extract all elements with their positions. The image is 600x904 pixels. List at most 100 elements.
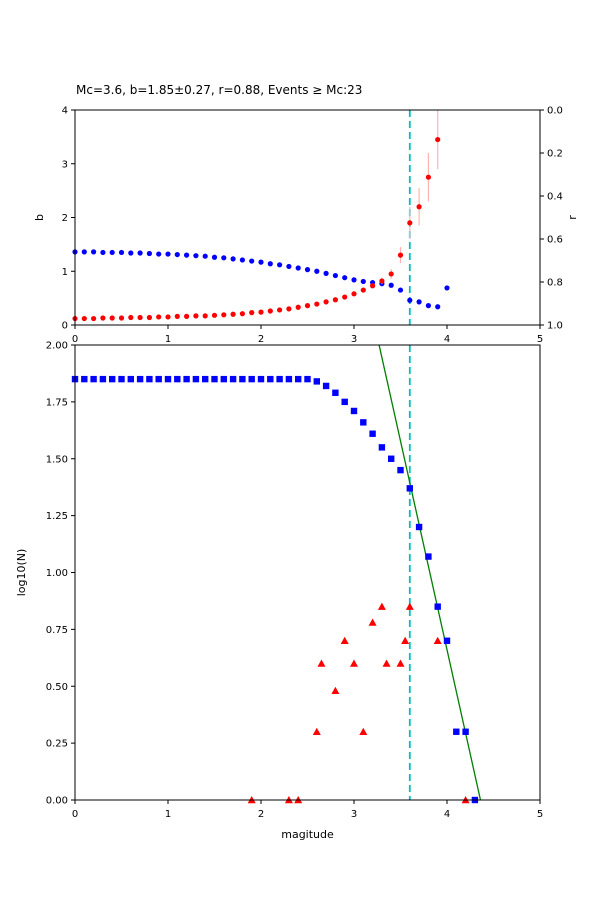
data-point-circle (342, 275, 348, 281)
data-point-square (341, 398, 348, 406)
top-xtick-label: 3 (351, 334, 357, 345)
data-point-circle (295, 265, 301, 271)
bottom-ytick-label: 2.00 (46, 341, 68, 352)
data-point-square (118, 375, 125, 383)
data-point-triangle (350, 659, 358, 667)
bottom-xtick-label: 4 (444, 809, 450, 820)
top-xtick-label: 1 (165, 334, 171, 345)
bottom-xtick-label: 0 (72, 809, 78, 820)
data-point-circle (137, 250, 143, 256)
data-point-circle (239, 311, 245, 317)
top-ylabel: b (33, 214, 46, 221)
data-point-circle (267, 308, 273, 314)
data-point-square (378, 444, 386, 451)
data-point-square (425, 553, 432, 560)
data-point-circle (416, 204, 422, 210)
data-point-square (155, 375, 162, 383)
top-ytick-label: 4 (62, 106, 68, 117)
data-point-circle (146, 314, 152, 321)
top-axes-frame (74, 109, 541, 326)
data-point-circle (128, 314, 134, 321)
data-point-circle (249, 258, 255, 264)
data-point-square (406, 485, 413, 492)
data-point-circle (202, 313, 208, 319)
series-cumulative-counts (71, 375, 479, 804)
data-point-square (295, 375, 302, 383)
data-point-circle (137, 314, 143, 321)
data-point-square (267, 375, 274, 383)
data-point-square (369, 430, 376, 437)
data-point-square (276, 375, 283, 383)
data-point-circle (258, 259, 264, 265)
data-point-square (313, 378, 320, 385)
data-point-circle (360, 278, 366, 285)
data-point-circle (184, 252, 190, 258)
data-point-circle (100, 315, 106, 321)
bottom-xtick-label: 2 (258, 809, 264, 820)
bottom-axes-frame (74, 344, 541, 801)
data-point-circle (416, 299, 422, 305)
data-point-circle (81, 315, 87, 322)
data-point-square (146, 375, 153, 383)
data-point-square (443, 637, 451, 644)
bottom-ytick-label: 0.75 (46, 625, 68, 636)
data-point-circle (435, 136, 441, 143)
data-point-square (174, 375, 181, 383)
data-point-circle (184, 313, 190, 319)
data-point-square (136, 375, 144, 383)
top-ytick-label: 0 (62, 321, 68, 332)
top-xtick-label: 0 (72, 334, 78, 345)
data-point-triangle (317, 659, 326, 667)
data-point-square (229, 375, 237, 383)
data-point-square (257, 375, 265, 383)
data-point-circle (81, 249, 87, 255)
data-point-triangle (382, 659, 391, 667)
right-ytick-label: 1.0 (547, 321, 563, 332)
data-point-circle (211, 312, 218, 318)
data-point-square (202, 375, 209, 383)
data-point-circle (332, 297, 338, 303)
data-point-square (164, 375, 172, 383)
data-point-circle (397, 252, 404, 258)
data-point-circle (407, 220, 413, 226)
data-point-triangle (359, 727, 368, 735)
data-point-circle (239, 257, 245, 263)
data-point-circle (230, 311, 236, 317)
data-point-circle (435, 304, 441, 310)
bottom-ytick-label: 1.50 (46, 454, 68, 465)
data-point-square (332, 389, 339, 396)
data-point-circle (91, 249, 97, 255)
data-point-square (360, 419, 367, 426)
right-ytick-label: 0.8 (547, 278, 563, 289)
data-point-circle (202, 253, 208, 259)
data-point-circle (91, 315, 97, 322)
data-point-circle (128, 250, 134, 256)
data-point-triangle (377, 602, 386, 610)
data-point-square (304, 375, 311, 383)
series-binned-counts (247, 602, 470, 804)
data-point-square (192, 375, 200, 383)
data-point-circle (193, 313, 199, 319)
data-point-square (127, 375, 134, 383)
data-point-square (239, 375, 246, 383)
bottom-ytick-label: 1.00 (46, 568, 68, 579)
top-panel: Mc=3.6, b=1.85±0.27, r=0.88, Events ≥ Mc… (33, 83, 579, 345)
top-ytick-label: 2 (62, 213, 68, 224)
data-point-square (453, 728, 460, 735)
series-r-value (72, 110, 441, 322)
data-point-circle (156, 251, 162, 257)
data-point-circle (332, 272, 338, 279)
data-point-square (90, 375, 97, 383)
data-point-circle (267, 261, 273, 267)
data-point-circle (407, 297, 413, 303)
right-ytick-label: 0.6 (547, 235, 563, 246)
bottom-xtick-label: 3 (351, 809, 357, 820)
data-point-circle (295, 304, 301, 310)
chart-title: Mc=3.6, b=1.85±0.27, r=0.88, Events ≥ Mc… (76, 83, 362, 97)
right-ytick-label: 0.4 (547, 192, 563, 203)
bottom-ylabel: log10(N) (15, 549, 28, 597)
data-point-square (322, 382, 330, 390)
data-point-circle (193, 253, 199, 259)
